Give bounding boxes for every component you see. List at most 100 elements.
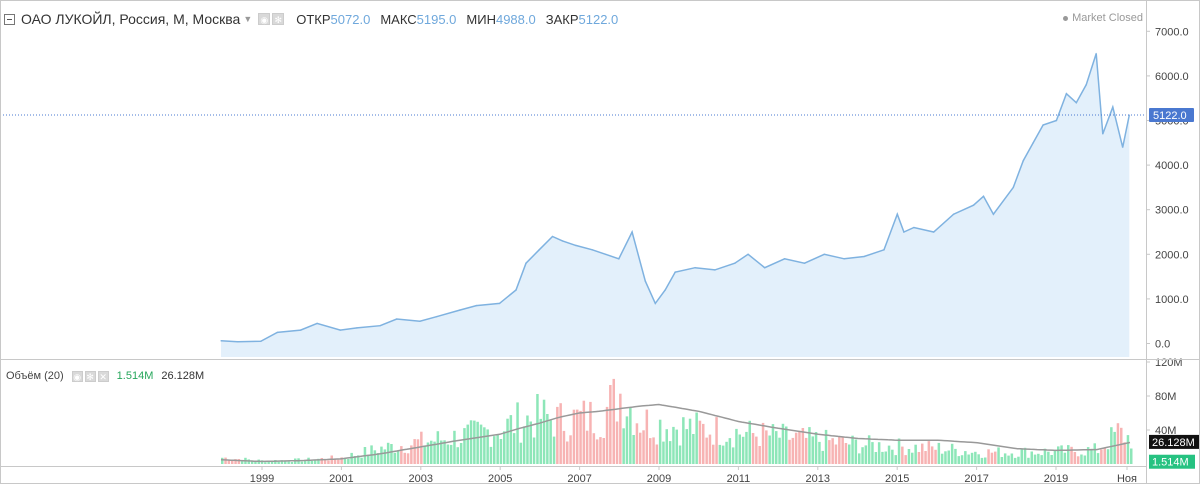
volume-bar [957, 456, 960, 464]
volume-bar [549, 420, 552, 464]
volume-bar [303, 460, 307, 464]
volume-bar [940, 453, 944, 464]
volume-bar [443, 440, 446, 464]
price-point [714, 269, 716, 271]
volume-bar [1003, 453, 1007, 464]
volume-bar [871, 442, 874, 464]
volume-tick-label: 40M [1155, 425, 1176, 437]
volume-bar [768, 435, 771, 464]
volume-bar [761, 422, 765, 464]
volume-bar [884, 451, 887, 464]
volume-bar [400, 446, 403, 464]
price-area [0, 52, 1146, 357]
volume-bar [1113, 431, 1116, 464]
volume-bar [595, 439, 599, 464]
volume-bar [393, 452, 396, 464]
volume-bar [632, 435, 635, 464]
chart-header: ОАО ЛУКОЙЛ, Россия, М, Москва ▼ ◉ ✻ ОТКР… [4, 9, 618, 29]
volume-bar [1123, 442, 1126, 464]
price-point [395, 318, 398, 320]
volume-bar [1043, 448, 1047, 464]
volume-bar [493, 436, 496, 464]
volume-bar [967, 454, 970, 464]
volume-bar [1027, 457, 1030, 464]
volume-title[interactable]: Объём (20) [6, 370, 64, 382]
market-status: Market Closed [1063, 12, 1143, 24]
volume-bar [234, 459, 237, 464]
volume-bar [629, 407, 632, 464]
volume-bar [413, 439, 416, 464]
price-tick-label: 2000.0 [1155, 249, 1189, 261]
volume-bar [688, 418, 692, 464]
volume-bar [227, 460, 231, 464]
volume-bar [675, 429, 678, 464]
volume-ma [220, 403, 1131, 463]
volume-bar [778, 437, 781, 464]
volume-bar [509, 415, 513, 464]
price-point [664, 289, 666, 291]
volume-bar [512, 433, 516, 464]
gear-icon[interactable]: ✻ [272, 13, 285, 25]
volume-bar [907, 449, 911, 464]
volume-bar [765, 430, 768, 464]
volume-bar [1013, 457, 1017, 464]
volume-bar [854, 439, 858, 464]
volume-bar [347, 458, 350, 464]
price-axis: 0.01000.02000.03000.04000.05000.06000.07… [1146, 26, 1194, 351]
volume-bar [980, 457, 984, 464]
volume-bar [705, 437, 708, 464]
volume-bar [785, 426, 788, 464]
market-status-text: Market Closed [1072, 12, 1143, 24]
volume-bar [1090, 448, 1093, 464]
volume-bar [838, 436, 841, 464]
volume-bar [562, 430, 566, 464]
chevron-down-icon[interactable]: ▼ [243, 14, 253, 24]
volume-bar [396, 450, 400, 464]
price-point [561, 240, 564, 242]
volume-bar [313, 459, 317, 464]
volume-bar [433, 441, 436, 464]
volume-bar [552, 436, 556, 464]
volume-bar [449, 444, 453, 464]
volume-bar [483, 427, 486, 464]
volume-bar [403, 452, 406, 464]
eye-icon[interactable]: ◉ [258, 13, 271, 25]
volume-bar [1017, 456, 1020, 464]
time-tick-label: 2009 [647, 473, 671, 484]
price-point [618, 258, 620, 260]
volume-bar [954, 448, 957, 464]
price-point [694, 266, 696, 269]
volume-ma-line [220, 403, 1131, 463]
price-point [525, 262, 527, 265]
volume-bar [645, 409, 649, 464]
volume-bar [1116, 423, 1120, 464]
volume-bar [446, 444, 450, 464]
close-icon[interactable]: ✕ [97, 370, 109, 382]
volume-bar [270, 461, 274, 464]
collapse-icon[interactable] [4, 13, 15, 25]
price-point [1032, 142, 1034, 144]
symbol-title[interactable]: ОАО ЛУКОЙЛ, Россия, М, Москва [21, 11, 241, 27]
price-point [1022, 159, 1025, 162]
volume-bar [254, 461, 257, 464]
volume-bar [944, 451, 947, 464]
volume-tick-label: 120M [1155, 357, 1183, 369]
volume-bar [542, 399, 546, 464]
price-tick-label: 4000.0 [1155, 160, 1189, 172]
volume-bar [343, 458, 347, 464]
volume-bar [250, 460, 254, 464]
price-point [515, 289, 517, 291]
volume-bar [1040, 455, 1043, 464]
volume-bar [539, 418, 542, 464]
price-point [498, 302, 501, 305]
gear-icon[interactable]: ✻ [84, 370, 96, 382]
price-point [458, 309, 461, 311]
volume-bar [224, 457, 227, 464]
volume-bar [728, 438, 732, 464]
volume-bar [231, 459, 234, 464]
volume-bar [320, 458, 323, 464]
volume-bar [287, 461, 290, 464]
eye-icon[interactable]: ◉ [71, 370, 83, 382]
volume-bar [801, 428, 805, 464]
